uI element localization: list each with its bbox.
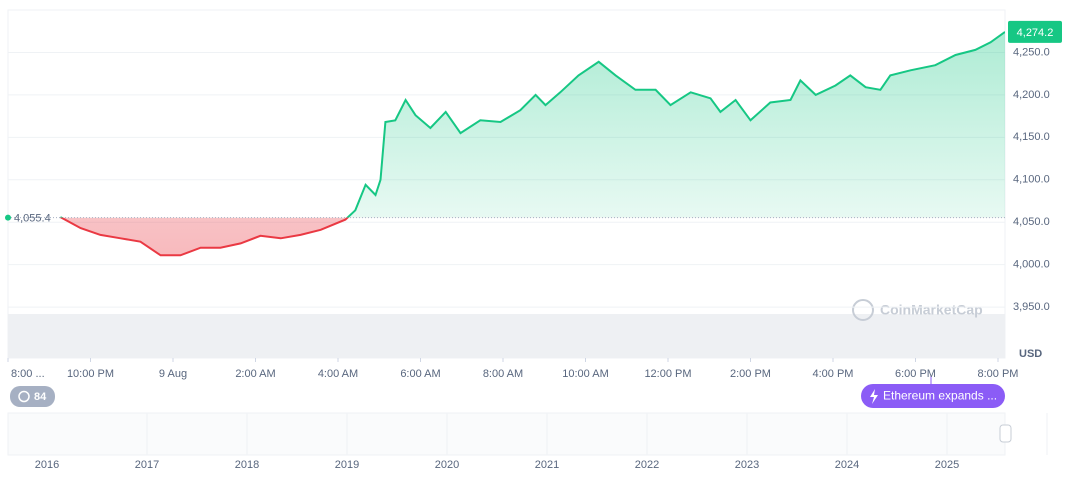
- navigator-year: 2024: [835, 459, 859, 471]
- navigator-handle[interactable]: [999, 424, 1012, 443]
- x-tick-label: 2:00 AM: [235, 368, 275, 380]
- volume-area: [8, 314, 1005, 358]
- event-pill[interactable]: Ethereum expands ...: [861, 384, 1005, 408]
- x-tick-label: 2:00 PM: [730, 368, 771, 380]
- bolt-icon: [870, 389, 878, 404]
- x-tick-label: 8:00 ...: [11, 368, 45, 380]
- history-badge[interactable]: 84: [10, 386, 55, 407]
- navigator-year: 2016: [35, 459, 59, 471]
- x-tick-label: 12:00 PM: [644, 368, 691, 380]
- baseline-dot: [5, 214, 11, 221]
- currency-label: USD: [1019, 348, 1042, 360]
- clock-icon: [18, 390, 30, 403]
- baseline-label: 4,055.4: [14, 213, 51, 225]
- navigator-year: 2020: [435, 459, 459, 471]
- watermark: CoinMarketCap: [852, 299, 983, 321]
- navigator-years: 2016 2017 2018 2019 2020 2021 2022 2023 2024 2025: [35, 413, 1048, 471]
- x-tick-label: 4:00 PM: [813, 368, 854, 380]
- navigator-year: 2025: [935, 459, 959, 471]
- x-tick-label: 8:00 PM: [978, 368, 1019, 380]
- x-tick-label: 10:00 AM: [562, 368, 608, 380]
- event-bg[interactable]: [861, 384, 1005, 408]
- price-line-down: [59, 217, 349, 257]
- navigator-year: 2021: [535, 459, 559, 471]
- x-tick-label: 4:00 AM: [318, 368, 358, 380]
- x-tick-label: 10:00 PM: [67, 368, 114, 380]
- navigator-year: 2019: [335, 459, 359, 471]
- navigator: [7, 412, 1006, 456]
- y-tick-label: 4,100.0: [1013, 174, 1050, 186]
- area-up: [60, 31, 1005, 218]
- event-text: Ethereum expands ...: [883, 389, 997, 403]
- watermark-text: CoinMarketCap: [880, 302, 983, 318]
- last-price-label: 4,274.2: [1017, 27, 1054, 39]
- last-price-box: [1008, 20, 1062, 43]
- y-tick-label: 4,000.0: [1013, 259, 1050, 271]
- x-tick-label: 8:00 AM: [483, 368, 523, 380]
- y-tick-label: 4,150.0: [1013, 131, 1050, 143]
- price-line-up: [60, 31, 1005, 218]
- navigator-year: 2017: [135, 459, 159, 471]
- navigator-year: 2023: [735, 459, 759, 471]
- y-tick-label: 3,950.0: [1013, 301, 1050, 313]
- x-tick-label: 6:00 PM: [895, 368, 936, 380]
- navigator-year: 2018: [235, 459, 259, 471]
- y-tick-label: 4,050.0: [1013, 216, 1050, 228]
- badge-bg[interactable]: [10, 386, 55, 407]
- watermark-logo: [852, 299, 874, 321]
- y-tick-label: 4,250.0: [1013, 46, 1050, 58]
- y-tick-label: 4,200.0: [1013, 89, 1050, 101]
- area-down: [61, 217, 348, 256]
- navigator-year: 2022: [635, 459, 659, 471]
- badge-count: 84: [34, 391, 47, 403]
- x-tick-label: 6:00 AM: [400, 368, 440, 380]
- x-tick-label: 9 Aug: [159, 368, 187, 380]
